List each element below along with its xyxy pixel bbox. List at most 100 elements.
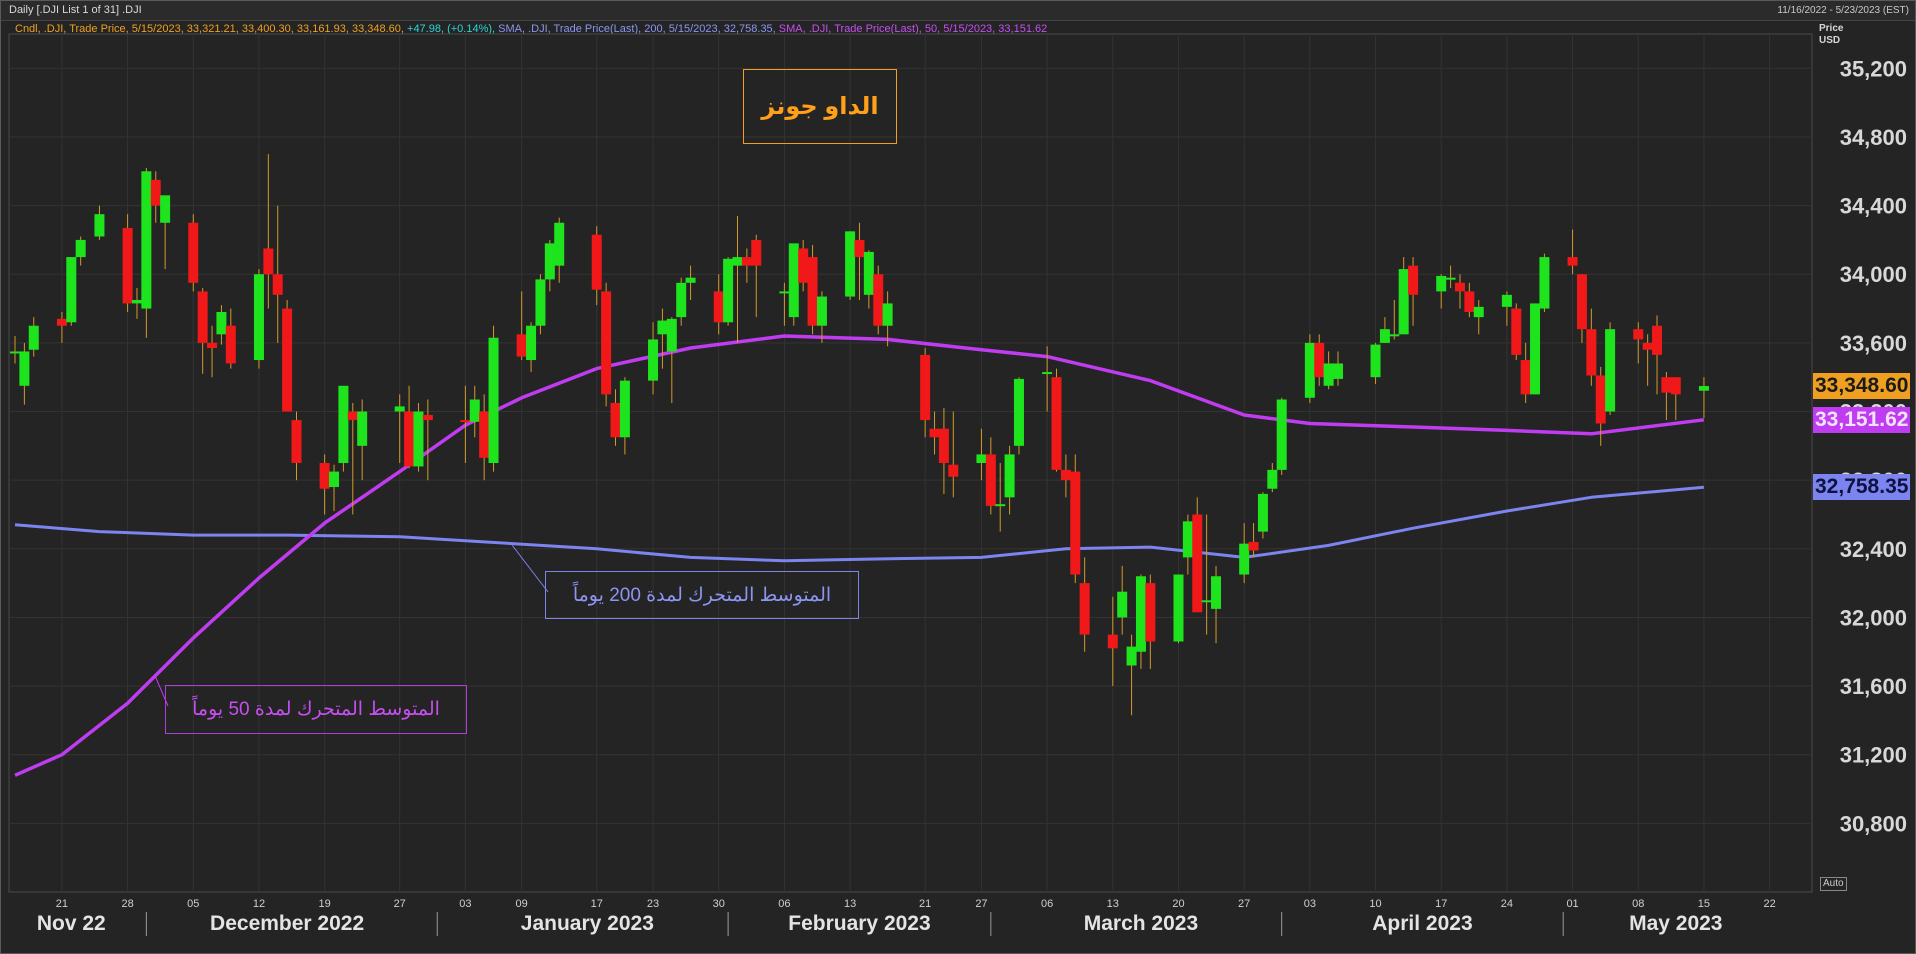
candle-up <box>1501 294 1512 307</box>
candle-up <box>666 318 677 352</box>
sma200-leader <box>511 545 549 593</box>
y-tick-label: 32,000 <box>1840 605 1907 630</box>
plot-area <box>8 33 1813 893</box>
candle-up <box>394 406 405 412</box>
candle-up <box>648 339 659 381</box>
x-tick-label: 15 <box>1698 898 1710 910</box>
x-tick-label: 30 <box>713 898 725 910</box>
x-tick-label: 10 <box>1369 898 1381 910</box>
candle-up <box>845 231 856 297</box>
candle-up <box>1042 372 1053 375</box>
candle-down <box>479 411 490 458</box>
candle-up <box>160 195 171 223</box>
candle-up <box>976 454 987 463</box>
y-tick-label: 31,200 <box>1840 743 1907 768</box>
x-tick-label: 01 <box>1566 898 1578 910</box>
x-tick-label: 17 <box>1435 898 1447 910</box>
candle-down <box>291 420 302 463</box>
candle-down <box>404 411 415 467</box>
y-tick-label: 34,000 <box>1840 262 1907 287</box>
month-label: Nov 22 <box>37 912 106 935</box>
candle-down <box>1567 257 1578 266</box>
month-label: March 2023 <box>1084 912 1198 935</box>
candle-up <box>526 325 537 361</box>
candle-down <box>1595 375 1606 424</box>
candle-down <box>798 248 809 283</box>
candle-down <box>319 463 330 489</box>
candle-down <box>1586 329 1597 376</box>
candle-down <box>122 227 133 304</box>
auto-scale-button[interactable]: Auto <box>1820 877 1847 891</box>
candle-down <box>854 239 865 258</box>
candle-down <box>807 257 818 326</box>
candle-up <box>732 257 743 266</box>
price-axis-label: Price USD <box>1819 23 1843 47</box>
candle-up <box>1389 334 1400 337</box>
candle-up <box>882 303 893 326</box>
x-tick-label: 27 <box>1238 898 1250 910</box>
candle-down <box>460 420 471 423</box>
candle-down <box>347 411 358 421</box>
date-range: 11/16/2022 - 5/23/2023 (EST) <box>1777 5 1909 16</box>
candle-up <box>1333 363 1343 379</box>
candle-down <box>920 354 931 421</box>
candle-up <box>1370 344 1381 378</box>
candle-up <box>1013 378 1024 446</box>
candle-down <box>1070 471 1081 575</box>
candle-down <box>225 325 236 364</box>
candle-down <box>938 428 949 463</box>
x-tick-label: 13 <box>844 898 856 910</box>
candle-up <box>544 243 555 280</box>
candle-down <box>1192 514 1203 613</box>
candle-up <box>535 279 546 326</box>
x-tick-label: 06 <box>1041 898 1053 910</box>
x-tick-label: 20 <box>1172 898 1184 910</box>
candle-up <box>1267 469 1278 489</box>
candle-down <box>1107 634 1118 649</box>
candle-up <box>1473 306 1484 318</box>
candle-down <box>1248 541 1259 551</box>
candle-up <box>1004 454 1015 498</box>
candle-down <box>1652 325 1663 355</box>
candle-down <box>272 274 283 295</box>
candle-up <box>1239 543 1250 575</box>
candle-down <box>985 454 996 506</box>
candle-down <box>873 274 884 326</box>
candle-up <box>1173 574 1184 642</box>
candle-down <box>1051 377 1062 470</box>
last-price-tag: 33,348.60 <box>1813 373 1911 400</box>
candle-down <box>1060 469 1071 481</box>
candle-up <box>995 504 1006 507</box>
candle-down <box>1454 282 1465 292</box>
candle-up <box>1276 399 1287 470</box>
candle-down <box>610 402 621 438</box>
candle-down <box>516 334 527 357</box>
price-axis-unit: USD <box>1819 35 1841 46</box>
candle-down <box>741 257 752 266</box>
x-tick-label: 24 <box>1501 898 1513 910</box>
x-tick-label: 03 <box>459 898 471 910</box>
candle-down <box>1408 265 1419 295</box>
candle-down <box>207 342 218 349</box>
candle-up <box>469 399 480 422</box>
candle-up <box>1304 342 1315 398</box>
candle-up <box>28 325 39 350</box>
candle-up <box>1539 257 1550 309</box>
candle-up <box>1379 329 1390 343</box>
x-tick-label: 23 <box>647 898 659 910</box>
candle-up <box>1398 269 1409 335</box>
candle-down <box>1464 291 1475 312</box>
x-tick-label: 03 <box>1304 898 1316 910</box>
sma200-line <box>14 485 1705 563</box>
candle-up <box>1126 646 1137 666</box>
candle-up <box>685 277 696 283</box>
candle-up <box>488 337 499 463</box>
y-tick-label: 32,400 <box>1840 537 1907 562</box>
candle-down <box>1633 329 1644 340</box>
x-tick-label: 13 <box>1107 898 1119 910</box>
y-tick-label: 34,400 <box>1840 194 1907 219</box>
x-tick-label: 22 <box>1763 898 1775 910</box>
candle-up <box>94 214 105 237</box>
annotation-sma200: المتوسط المتحرك لمدة 200 يوماً <box>545 571 859 619</box>
